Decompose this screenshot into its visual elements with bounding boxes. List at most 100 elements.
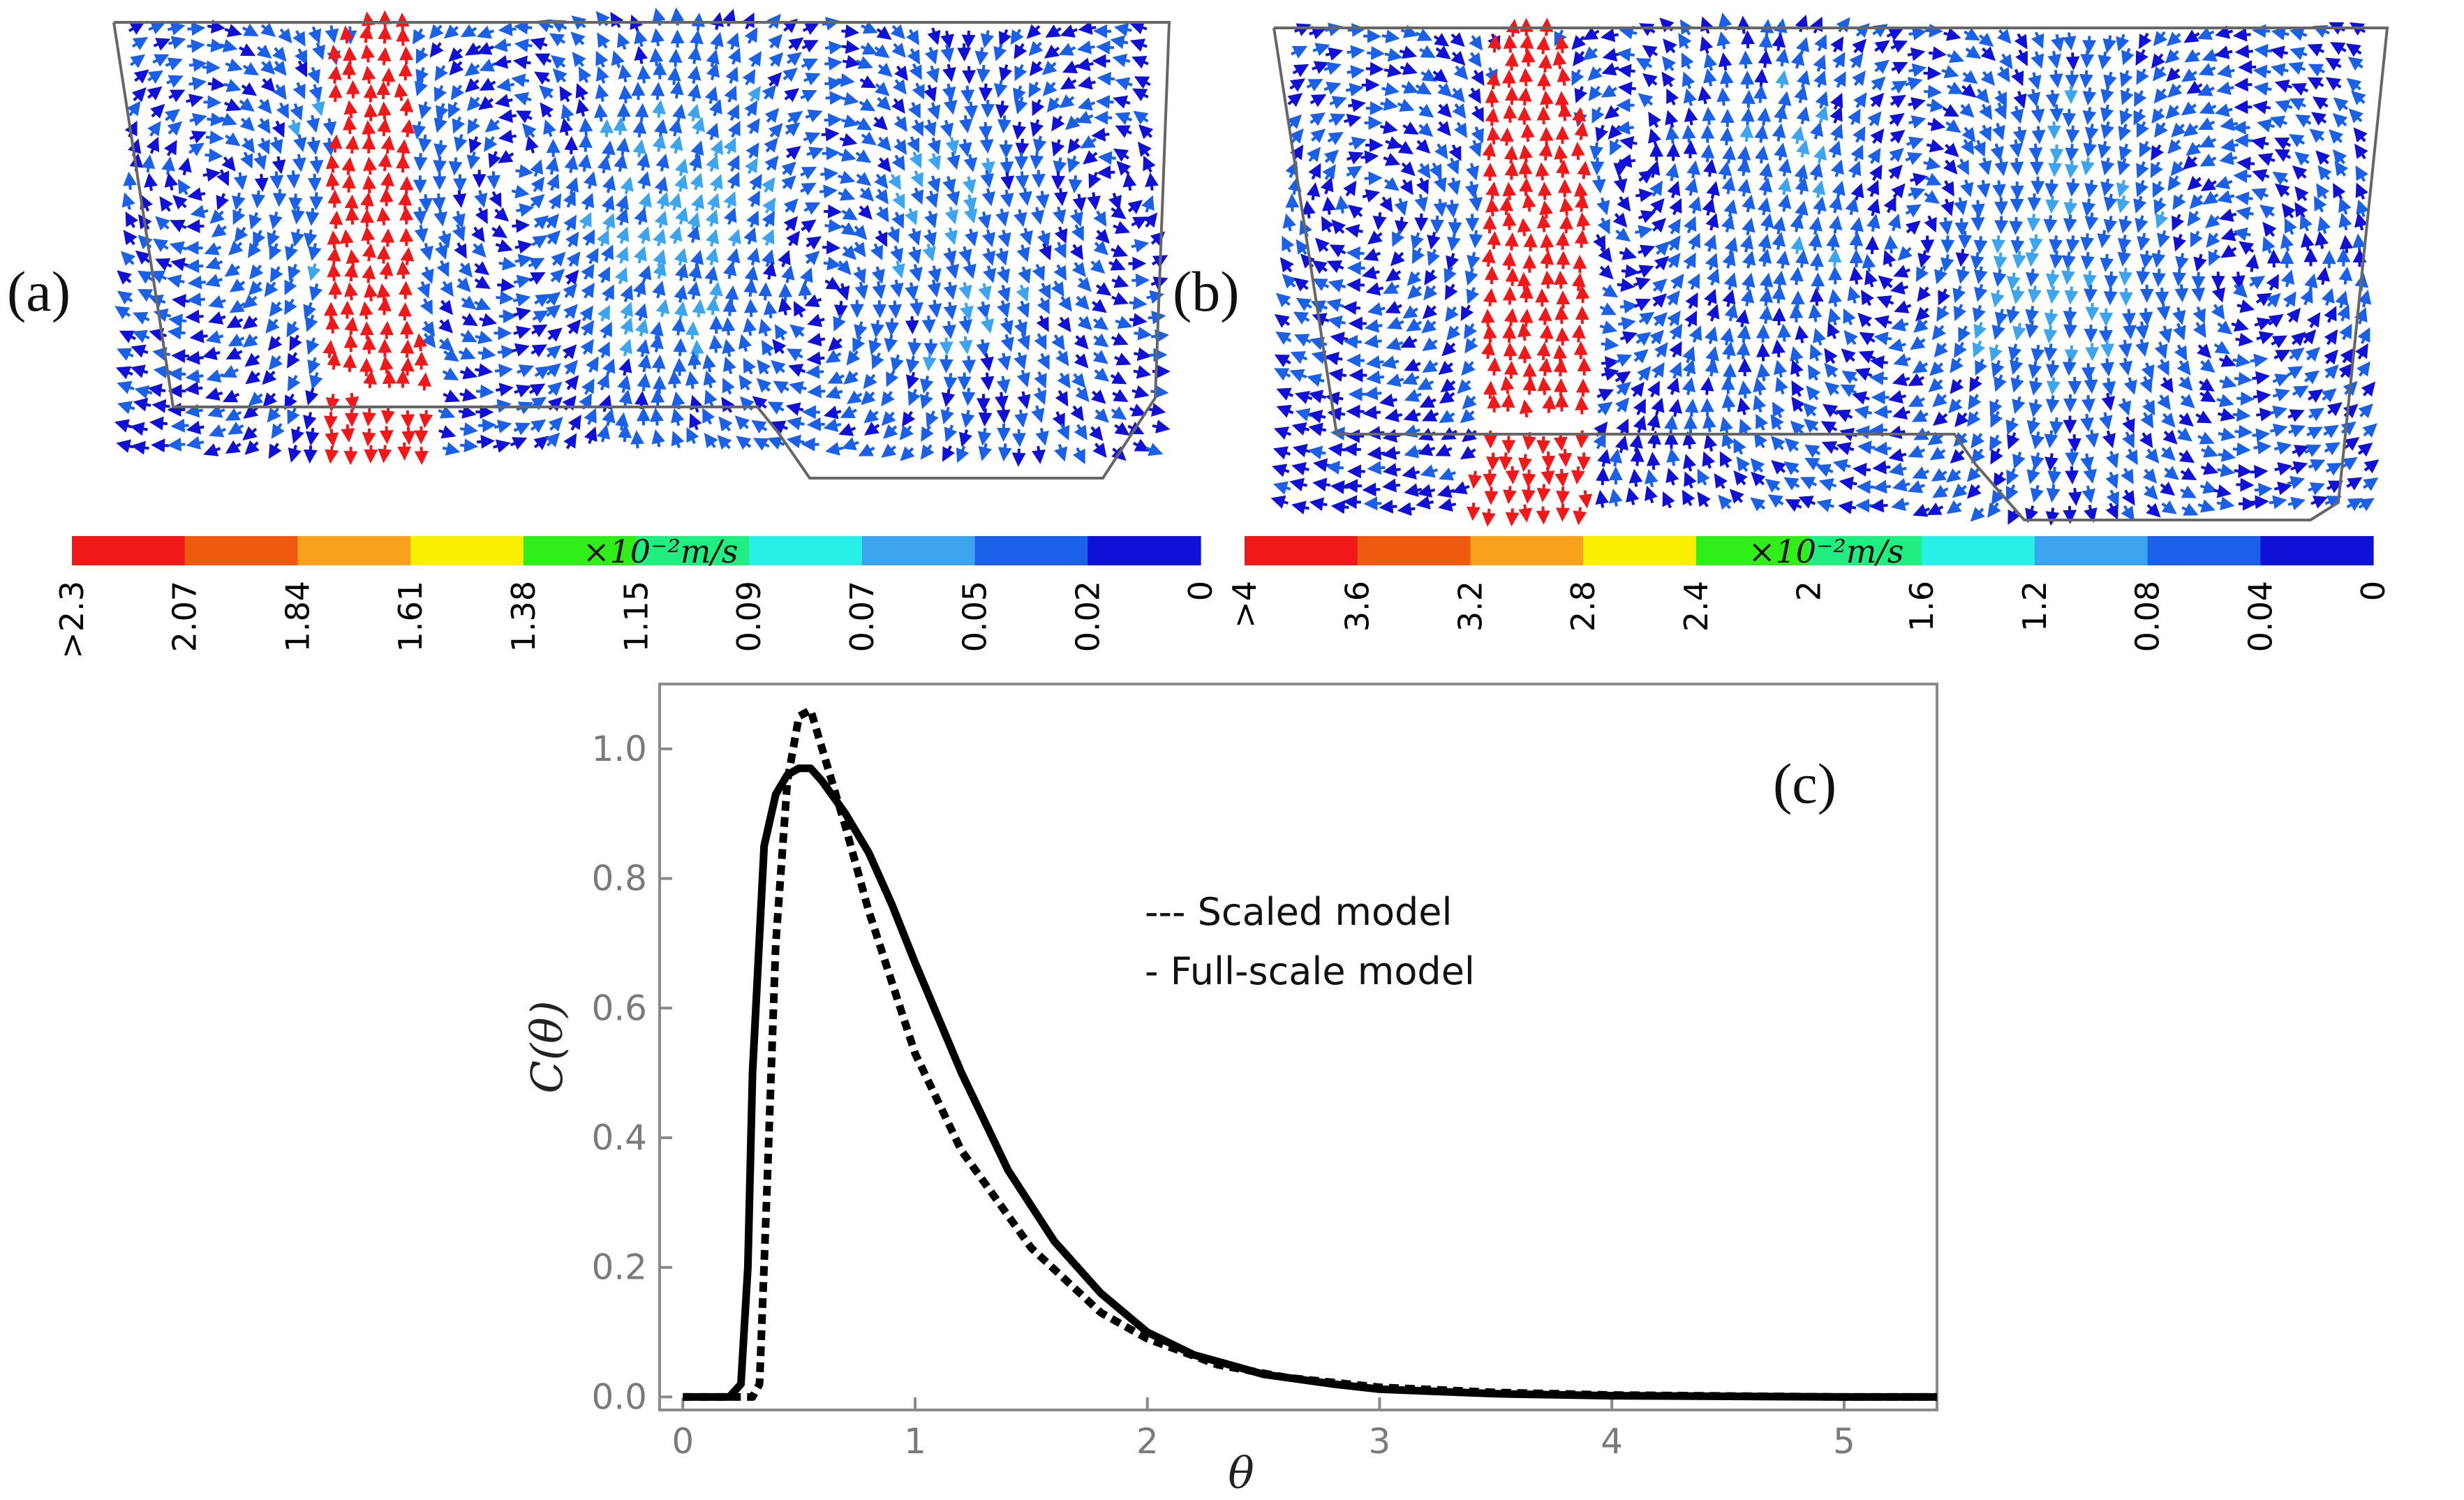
velocity-arrow	[1137, 141, 1152, 157]
velocity-arrow	[514, 91, 532, 106]
velocity-arrow	[2028, 143, 2043, 162]
velocity-arrow	[2046, 285, 2061, 304]
velocity-arrow	[436, 103, 449, 121]
velocity-arrow	[1058, 43, 1076, 56]
velocity-arrow	[690, 172, 704, 191]
velocity-arrow	[1873, 441, 1892, 456]
velocity-arrow	[379, 355, 394, 374]
velocity-arrow	[465, 77, 480, 93]
velocity-arrow	[726, 32, 740, 50]
velocity-arrow	[530, 194, 545, 209]
velocity-arrow	[785, 122, 801, 137]
velocity-arrow	[2253, 440, 2272, 455]
velocity-arrow	[891, 98, 905, 114]
velocity-arrow	[1346, 45, 1365, 59]
velocity-arrow	[876, 96, 891, 111]
velocity-arrow	[2068, 487, 2082, 506]
velocity-arrow	[171, 349, 190, 364]
velocity-arrow	[564, 155, 579, 174]
velocity-arrow	[496, 290, 514, 305]
velocity-arrow	[669, 135, 683, 154]
velocity-arrow	[207, 77, 226, 91]
velocity-arrow	[1555, 159, 1570, 178]
velocity-arrow	[1367, 446, 1386, 461]
velocity-arrow	[303, 445, 318, 464]
velocity-arrow	[1923, 66, 1942, 80]
velocity-arrow	[1958, 230, 1973, 249]
velocity-arrow	[185, 369, 204, 383]
velocity-arrow	[1759, 305, 1773, 324]
velocity-arrow	[747, 85, 761, 102]
velocity-arrow	[498, 149, 514, 163]
velocity-arrow	[1364, 171, 1383, 186]
velocity-arrow	[1414, 213, 1429, 232]
velocity-arrow	[434, 65, 448, 82]
velocity-arrow	[172, 294, 191, 309]
velocity-arrow	[2339, 235, 2354, 253]
velocity-arrow	[1060, 24, 1078, 38]
velocity-arrow	[2100, 253, 2114, 272]
velocity-arrow	[579, 117, 593, 136]
velocity-arrow	[2250, 465, 2269, 480]
velocity-arrow	[1113, 22, 1132, 37]
velocity-arrow	[167, 22, 186, 36]
velocity-arrow	[1789, 267, 1804, 285]
velocity-arrow	[1051, 171, 1066, 190]
velocity-arrow	[2234, 463, 2253, 478]
velocity-arrow	[400, 339, 415, 358]
velocity-arrow	[253, 152, 267, 170]
velocity-arrow	[742, 68, 756, 86]
velocity-arrow	[1573, 182, 1588, 201]
velocity-arrow	[207, 112, 225, 127]
velocity-arrow	[341, 424, 355, 443]
velocity-arrow	[1330, 480, 1349, 494]
velocity-arrow	[1869, 498, 1888, 513]
velocity-arrow	[1379, 499, 1397, 514]
velocity-arrow	[241, 137, 255, 154]
velocity-arrow	[1557, 67, 1571, 86]
velocity-arrow	[232, 207, 246, 225]
velocity-arrow	[1365, 101, 1384, 116]
velocity-arrow	[144, 172, 158, 191]
velocity-arrow	[1857, 440, 1876, 454]
x-tick-label: 4	[1601, 1421, 1623, 1462]
velocity-arrow	[417, 372, 432, 391]
velocity-arrow	[593, 103, 608, 122]
velocity-arrow	[2031, 126, 2046, 144]
velocity-arrow	[1601, 337, 1619, 352]
velocity-arrow	[1771, 339, 1786, 358]
velocity-arrow	[1520, 124, 1535, 142]
velocity-arrow	[1503, 486, 1517, 505]
velocity-arrow	[1555, 503, 1570, 522]
velocity-arrow	[1010, 29, 1024, 45]
legend-entry-full-scale: - Full-scale model	[1145, 949, 1475, 993]
velocity-arrow	[2028, 234, 2043, 253]
velocity-arrow	[151, 438, 170, 453]
velocity-arrow	[1772, 307, 1786, 326]
velocity-arrow	[1484, 487, 1499, 505]
velocity-arrow	[464, 62, 480, 77]
velocity-arrow	[1028, 81, 1042, 98]
velocity-arrow	[1739, 124, 1754, 142]
velocity-arrow	[525, 135, 539, 154]
velocity-arrow	[2136, 267, 2151, 285]
velocity-arrow	[494, 94, 513, 107]
velocity-arrow	[1519, 177, 1534, 196]
velocity-arrow	[327, 246, 341, 265]
velocity-arrow	[1481, 248, 1496, 267]
velocity-arrow	[688, 45, 702, 64]
velocity-arrow	[339, 229, 354, 248]
velocity-arrow	[907, 136, 920, 154]
velocity-arrow	[2044, 309, 2058, 327]
velocity-arrow	[2063, 306, 2077, 325]
panel-a-colorbar-tick: 1.15	[618, 581, 655, 652]
panel-b-colorbar-segment	[1245, 536, 1358, 565]
velocity-arrow	[1554, 144, 1568, 163]
velocity-arrow	[1067, 155, 1081, 173]
velocity-arrow	[1382, 478, 1401, 493]
velocity-arrow	[1028, 40, 1044, 57]
legend-entry-scaled: --- Scaled model	[1145, 890, 1453, 934]
velocity-arrow	[1342, 442, 1361, 456]
velocity-arrow	[415, 47, 429, 64]
velocity-arrow	[710, 139, 724, 157]
